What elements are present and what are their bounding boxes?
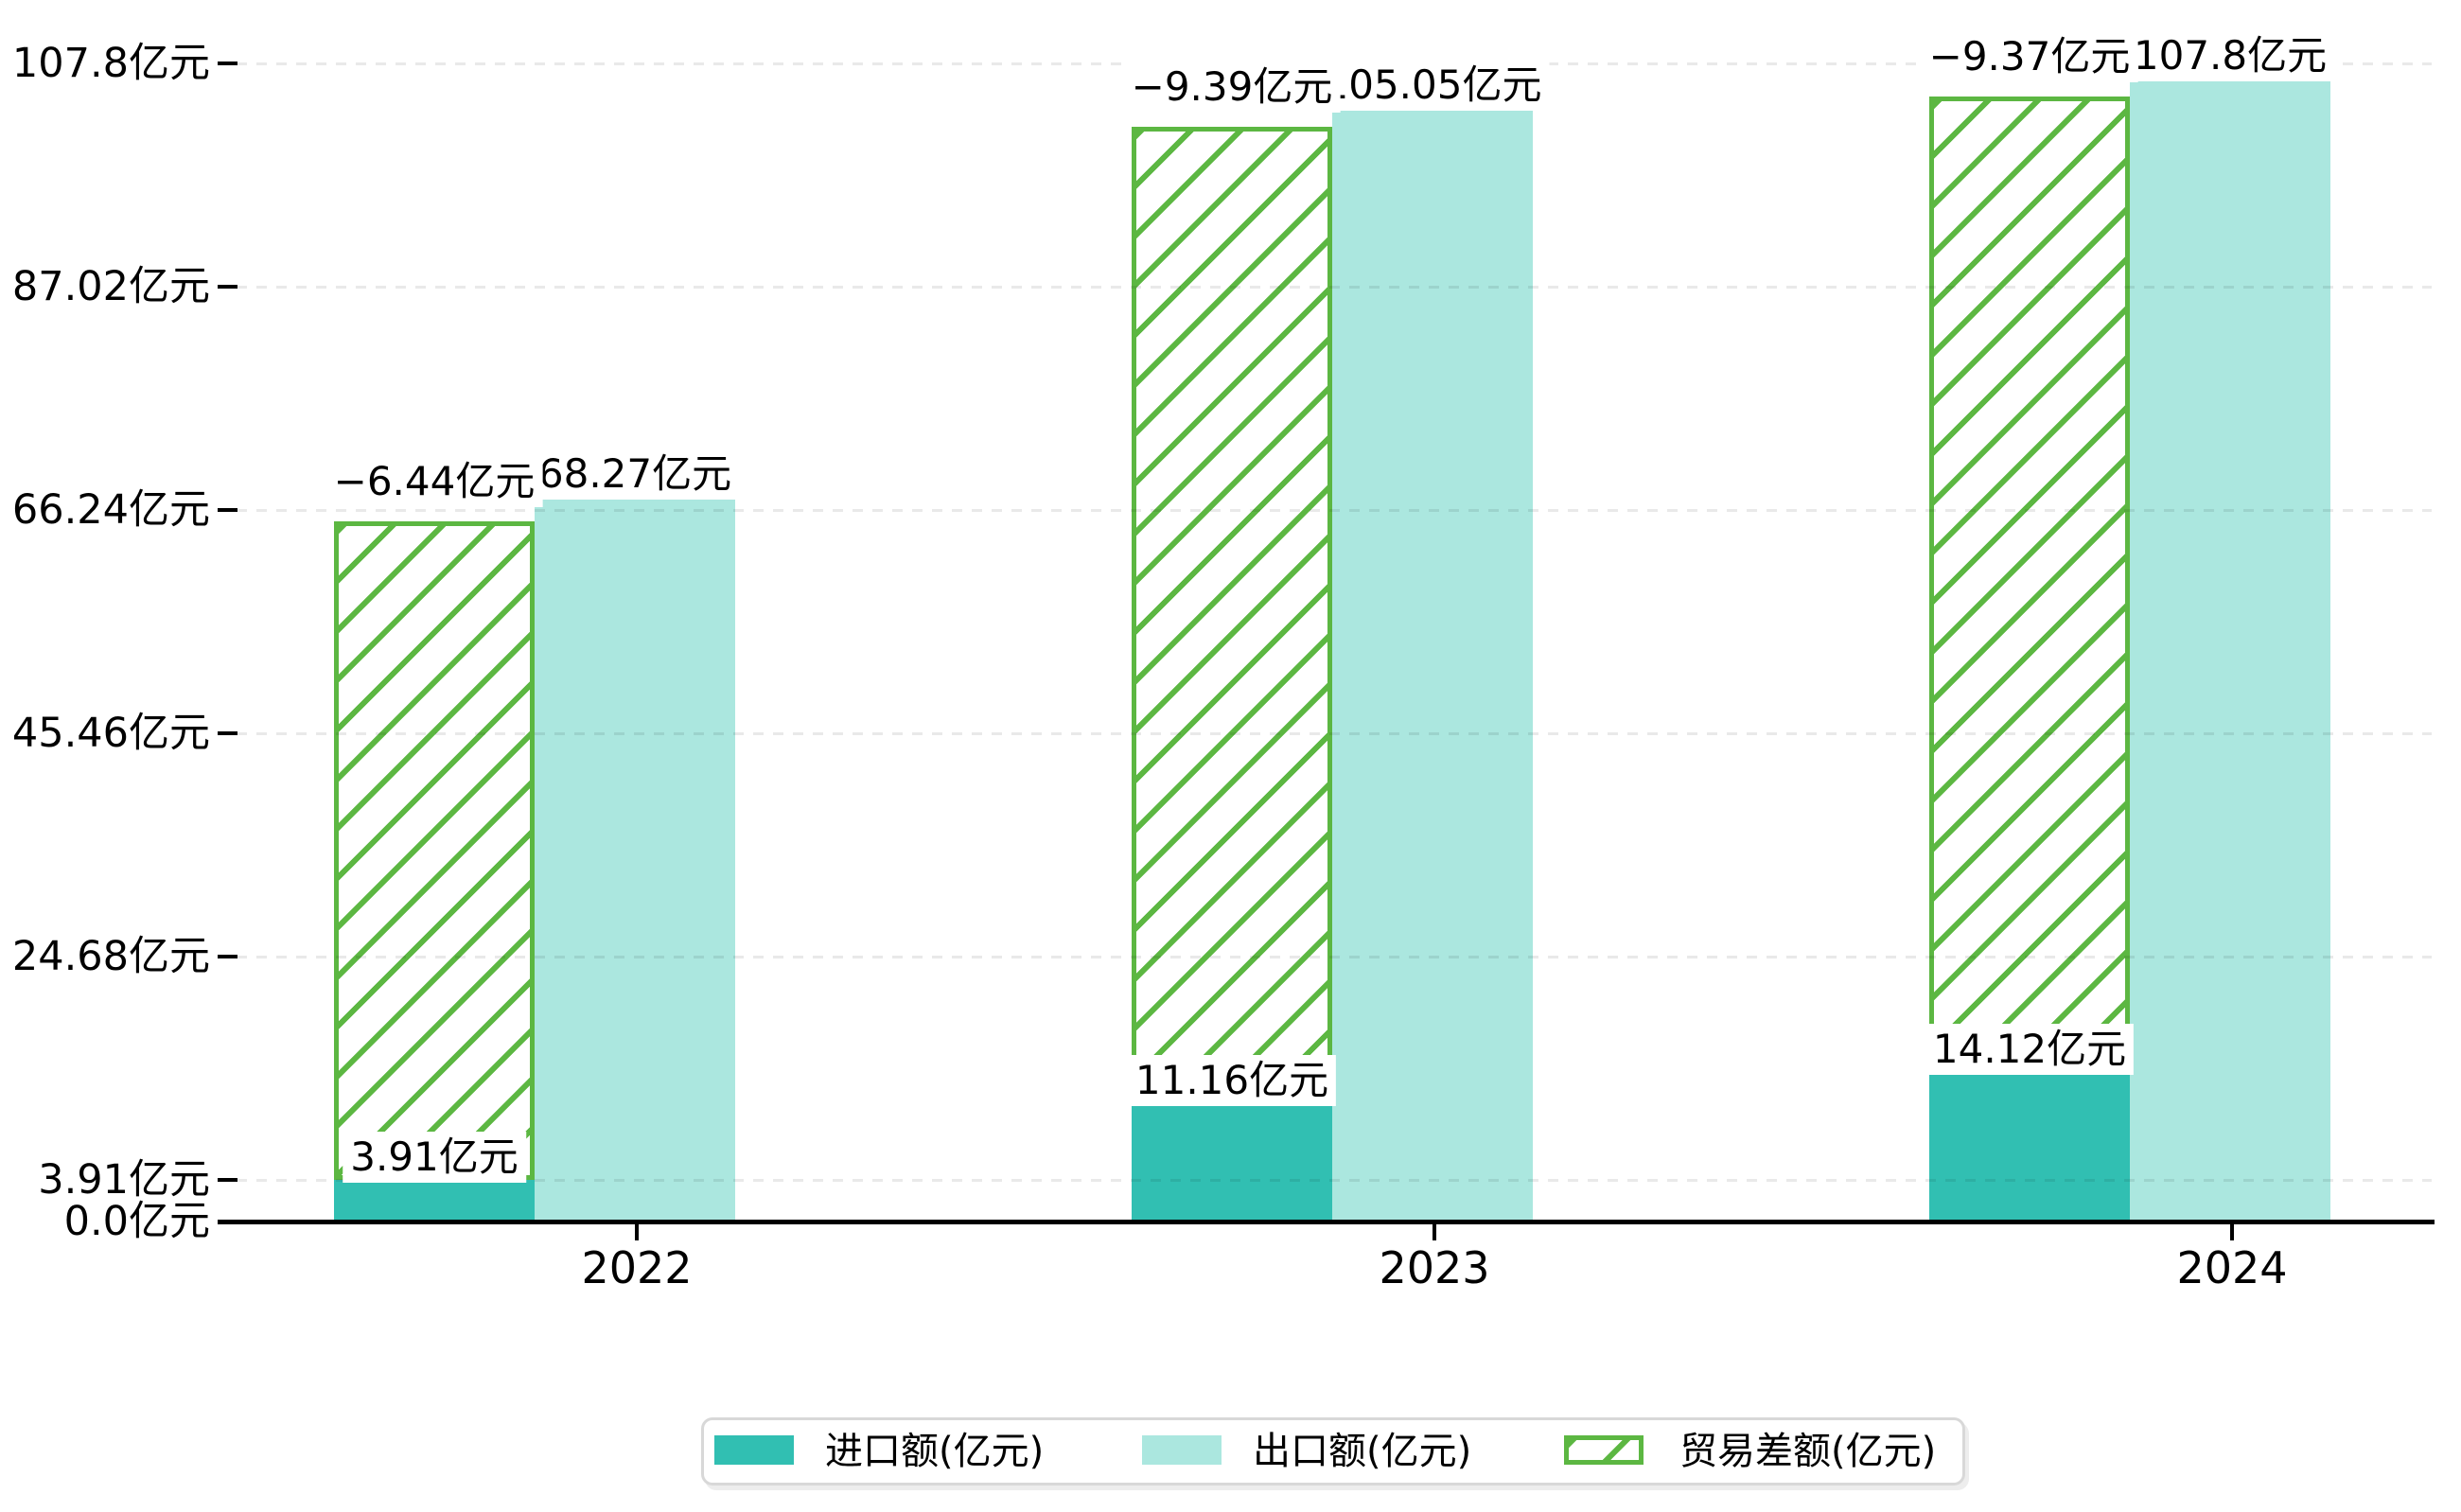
export-bar: [2130, 81, 2330, 1222]
y-axis-tick-label: 0.0亿元: [63, 1198, 210, 1245]
trade-balance-hatched-bar: [1929, 97, 2130, 1072]
legend-swatch-solid: [714, 1435, 794, 1465]
import-bar: [1132, 1103, 1332, 1222]
gridline: [237, 956, 2432, 958]
import-bar: [334, 1180, 535, 1222]
legend: [701, 1417, 1965, 1486]
y-tick-mark: [218, 285, 237, 289]
trade-balance-value-label: −9.37亿元: [1921, 31, 2138, 82]
y-tick-mark: [218, 508, 237, 512]
import-bar: [1929, 1072, 2130, 1222]
y-axis-tick-label: 107.8亿元: [11, 40, 210, 87]
gridline: [237, 286, 2432, 289]
y-axis-tick-label: 3.91亿元: [38, 1156, 210, 1204]
x-axis-category-label: 2024: [2176, 1242, 2288, 1293]
gridline: [237, 1179, 2432, 1182]
x-axis-line: [218, 1220, 2435, 1224]
legend-label: 出口额(亿元): [1253, 1430, 1472, 1473]
y-tick-mark: [218, 62, 237, 65]
import-value-label: 3.91亿元: [343, 1132, 526, 1183]
legend-swatch-solid: [1142, 1435, 1222, 1465]
x-axis-category-label: 2023: [1379, 1242, 1490, 1293]
legend-swatch-hatched: [1564, 1435, 1644, 1465]
y-axis-tick-label: 45.46亿元: [11, 710, 210, 757]
export-value-label: 68.27亿元: [530, 448, 740, 500]
y-tick-mark: [218, 955, 237, 958]
trade-balance-hatched-bar: [334, 521, 535, 1180]
legend-label: 进口额(亿元): [825, 1430, 1045, 1473]
gridline: [237, 509, 2432, 512]
y-axis-tick-label: 24.68亿元: [11, 933, 210, 980]
export-value-label: 105.05亿元: [1315, 60, 1550, 111]
y-axis-tick-label: 66.24亿元: [11, 486, 210, 534]
trade-balance-value-label: −9.39亿元: [1123, 62, 1341, 113]
gridline: [237, 732, 2432, 735]
trade-balance-hatched-bar: [1132, 127, 1332, 1103]
y-axis-tick-label: 87.02亿元: [11, 263, 210, 310]
import-value-label: 11.16亿元: [1127, 1055, 1337, 1106]
import-value-label: 14.12亿元: [1925, 1024, 2135, 1075]
export-bar: [535, 500, 735, 1222]
y-tick-mark: [218, 1178, 237, 1182]
legend-label: 贸易差额(亿元): [1679, 1430, 1937, 1473]
export-bar: [1332, 111, 1533, 1222]
export-value-label: 107.8亿元: [2125, 30, 2335, 81]
x-tick-mark: [1433, 1224, 1436, 1240]
x-axis-category-label: 2022: [581, 1242, 693, 1293]
x-tick-mark: [2230, 1224, 2234, 1240]
trade-balance-value-label: −6.44亿元: [325, 456, 543, 507]
x-tick-mark: [635, 1224, 639, 1240]
y-tick-mark: [218, 731, 237, 735]
